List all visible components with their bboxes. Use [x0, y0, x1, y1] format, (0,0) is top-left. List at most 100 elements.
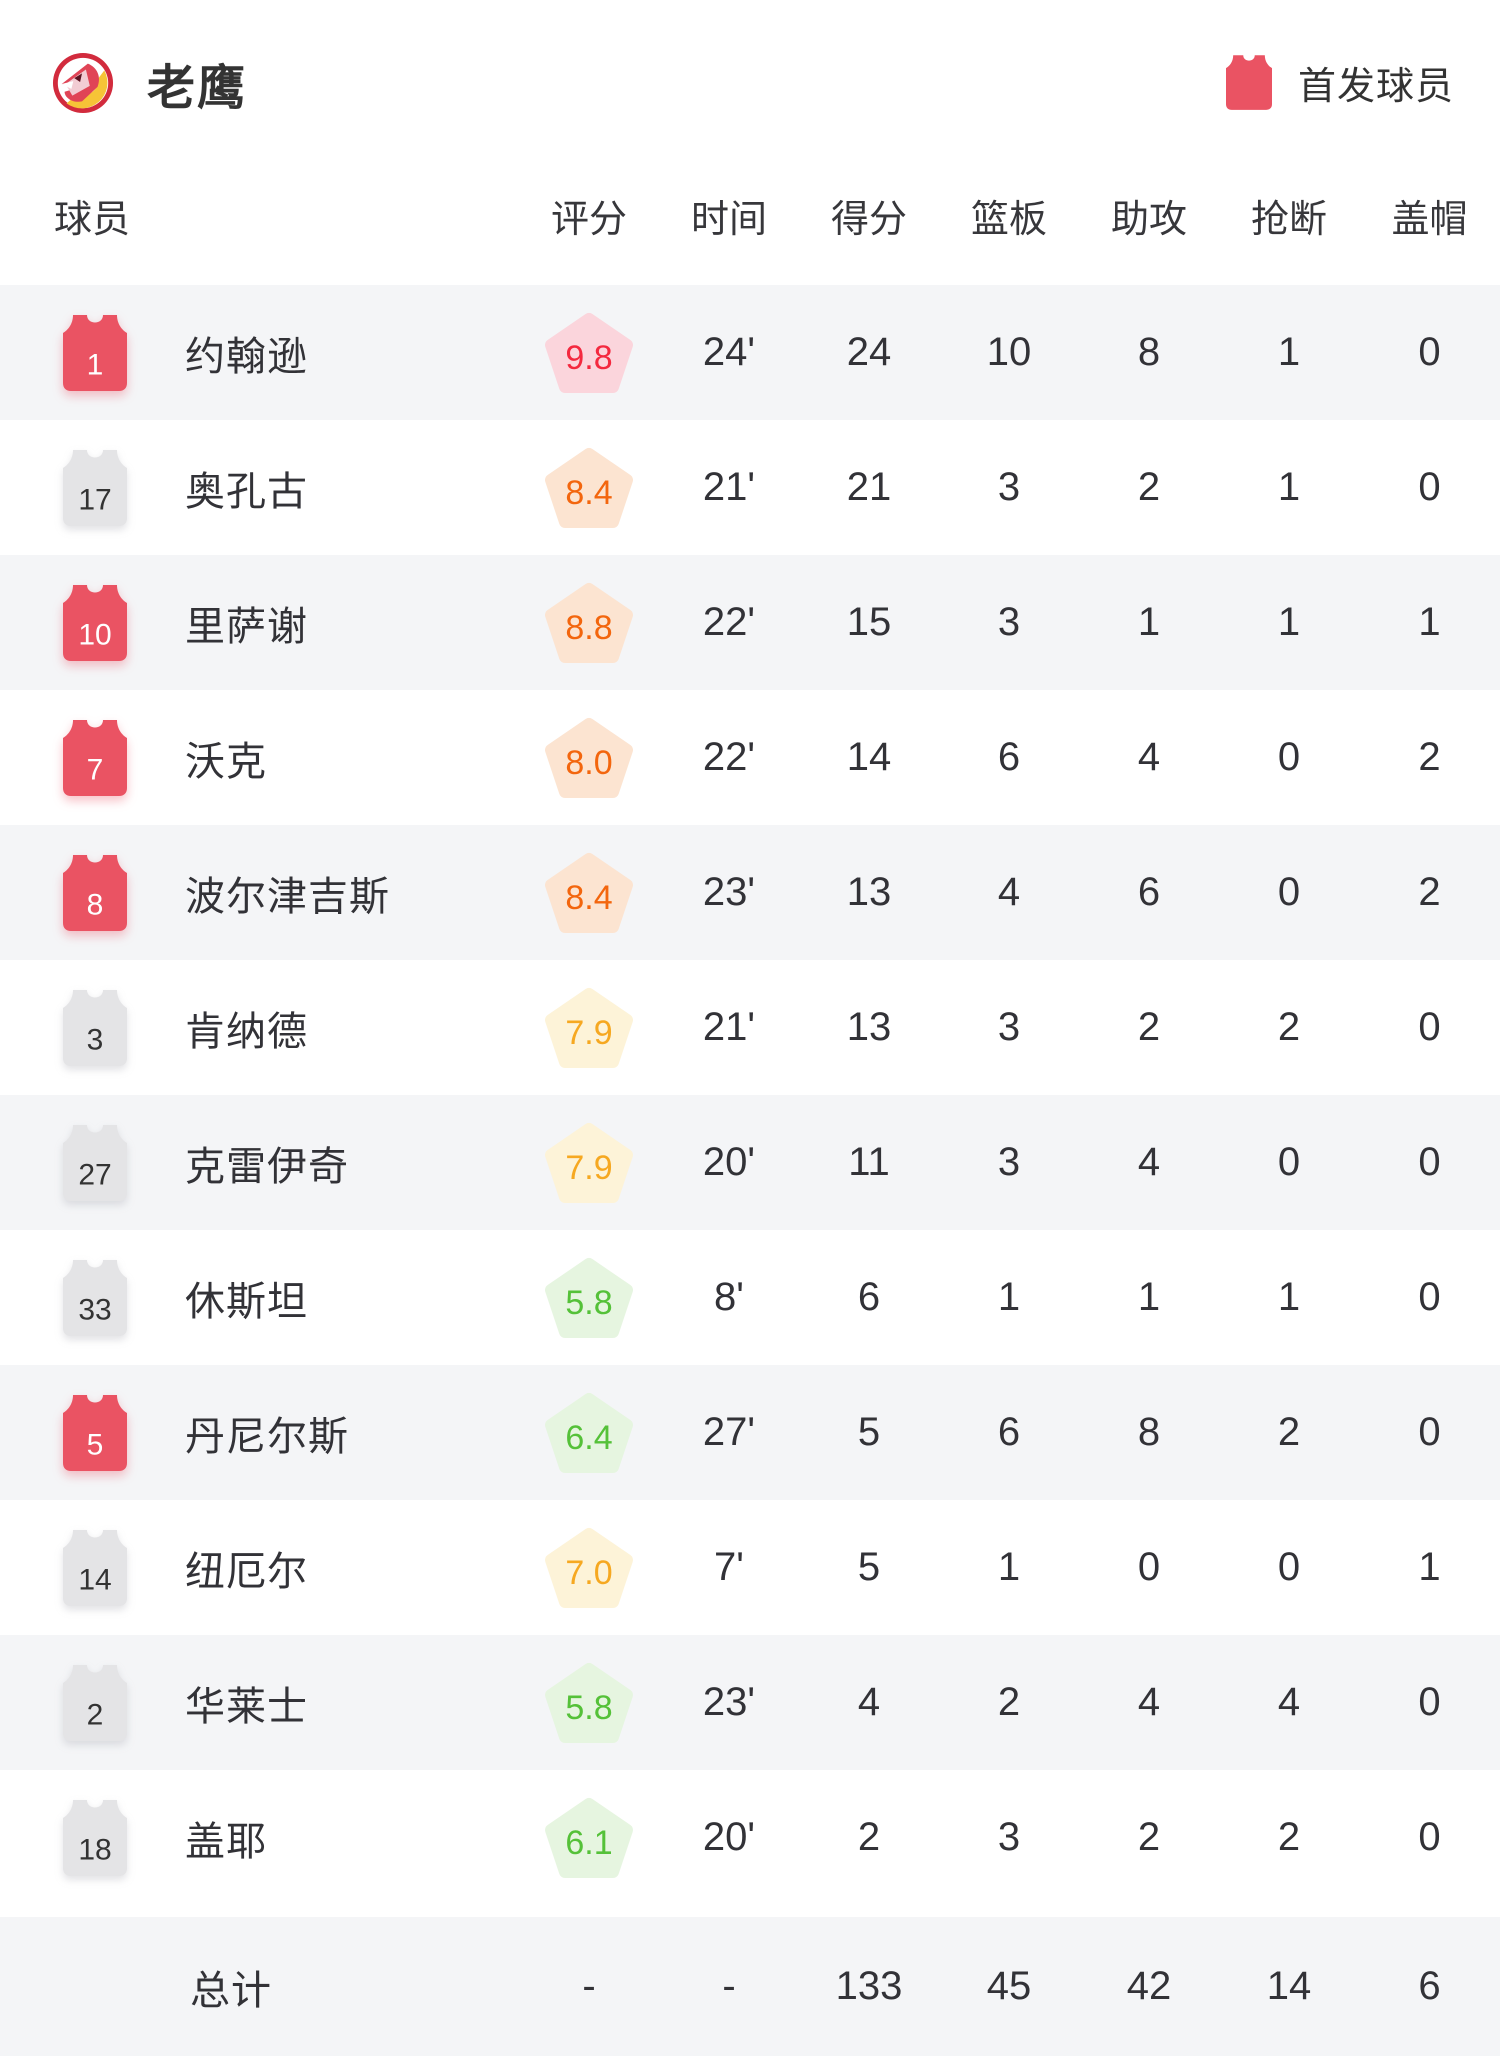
rating-value: 7.9: [565, 1014, 612, 1052]
stat-assists: 1: [1137, 1275, 1161, 1319]
total-assists: 42: [1126, 1964, 1172, 2008]
column-rebounds: 篮板: [970, 198, 1047, 241]
stat-assists: 0: [1137, 1545, 1161, 1589]
stat-steals: 1: [1277, 465, 1301, 509]
rating-value: 9.8: [565, 339, 612, 377]
rating-value: 6.4: [565, 1419, 612, 1457]
rating-value: 8.4: [565, 474, 612, 512]
stat-points: 11: [848, 1140, 890, 1184]
player-cell: 33 休斯坦: [0, 1259, 519, 1336]
stat-steals: 0: [1277, 735, 1301, 779]
rating-badge: 8.4: [545, 852, 633, 933]
stat-points: 15: [846, 600, 892, 644]
player-name: 克雷伊奇: [185, 1144, 349, 1189]
player-row[interactable]: 18 盖耶 6.1 20' 2 3 2 2 0: [0, 1770, 1500, 1905]
table-header-row: 球员 评分 时间 得分 篮板 助攻 抢断 盖帽: [0, 145, 1500, 285]
player-row[interactable]: 3 肯纳德 7.9 21' 13 3 2 2 0: [0, 960, 1500, 1095]
stat-blocks: 1: [1418, 1545, 1441, 1589]
stat-rebounds: 3: [997, 465, 1021, 509]
hawks-logo-icon: [52, 52, 114, 113]
rating-cell: 5.8: [519, 1661, 659, 1745]
stat-assists: 4: [1137, 735, 1161, 779]
jersey-icon: 1: [63, 314, 127, 391]
starter-jersey-icon: [1225, 55, 1272, 110]
stat-assists: 2: [1137, 465, 1161, 509]
stat-points: 13: [846, 1005, 892, 1049]
rating-value: 7.9: [565, 1149, 612, 1187]
player-row[interactable]: 17 奥孔古 8.4 21' 21 3 2 1 0: [0, 420, 1500, 555]
stat-blocks: 0: [1418, 465, 1441, 509]
stat-steals: 2: [1277, 1005, 1301, 1049]
rating-badge: 8.0: [545, 717, 633, 798]
stat-rebounds: 6: [997, 1410, 1021, 1454]
stat-rebounds: 3: [997, 600, 1021, 644]
player-row[interactable]: 27 克雷伊奇 7.9 20' 11 3 4 0 0: [0, 1095, 1500, 1230]
stat-time: 8': [714, 1275, 744, 1319]
stat-rebounds: 3: [997, 1815, 1021, 1859]
player-cell: 2 华莱士: [0, 1664, 519, 1741]
total-time: -: [722, 1964, 736, 2008]
stat-rebounds: 2: [997, 1680, 1021, 1724]
jersey-number: 1: [87, 348, 104, 381]
starter-legend: 首发球员: [1225, 55, 1454, 110]
column-steals: 抢断: [1250, 198, 1327, 241]
stat-steals: 1: [1277, 330, 1301, 374]
stat-rebounds: 3: [997, 1140, 1021, 1184]
player-name: 奥孔古: [185, 469, 308, 514]
player-name: 丹尼尔斯: [185, 1414, 349, 1459]
jersey-number: 33: [78, 1293, 111, 1326]
stat-time: 24': [702, 330, 756, 374]
player-row[interactable]: 8 波尔津吉斯 8.4 23' 13 4 6 0 2: [0, 825, 1500, 960]
stat-time: 23': [702, 1680, 756, 1724]
stat-assists: 4: [1137, 1140, 1161, 1184]
player-name: 华莱士: [185, 1684, 308, 1729]
player-cell: 3 肯纳德: [0, 989, 519, 1066]
jersey-number: 7: [87, 753, 104, 786]
stat-blocks: 0: [1418, 1140, 1441, 1184]
rating-badge: 9.8: [545, 312, 633, 393]
player-row[interactable]: 5 丹尼尔斯 6.4 27' 5 6 8 2 0: [0, 1365, 1500, 1500]
stat-blocks: 2: [1418, 870, 1441, 914]
total-rebounds: 45: [986, 1964, 1032, 2008]
stat-time: 23': [702, 870, 756, 914]
rating-value: 7.0: [565, 1554, 612, 1592]
jersey-number: 17: [78, 483, 111, 516]
player-cell: 7 沃克: [0, 719, 519, 796]
stat-rebounds: 6: [997, 735, 1021, 779]
jersey-number: 8: [87, 888, 104, 921]
stat-steals: 0: [1277, 1545, 1301, 1589]
player-table: 1 约翰逊 9.8 24' 24 10 8 1 0 17 奥孔古 8: [0, 285, 1500, 1905]
stat-steals: 4: [1277, 1680, 1301, 1724]
stat-assists: 6: [1137, 870, 1161, 914]
team-name: 老鹰: [147, 61, 248, 115]
stat-time: 22': [702, 600, 756, 644]
stat-points: 6: [857, 1275, 881, 1319]
player-row[interactable]: 33 休斯坦 5.8 8' 6 1 1 1 0: [0, 1230, 1500, 1365]
jersey-number: 5: [87, 1428, 104, 1461]
stat-points: 5: [857, 1545, 881, 1589]
stat-time: 7': [714, 1545, 744, 1589]
team-block: 老鹰: [52, 48, 247, 118]
stat-points: 4: [857, 1680, 881, 1724]
stat-points: 21: [846, 465, 892, 509]
jersey-icon: 2: [63, 1664, 127, 1741]
stat-assists: 8: [1137, 330, 1161, 374]
stat-rebounds: 10: [986, 330, 1032, 374]
player-row[interactable]: 14 纽厄尔 7.0 7' 5 1 0 0 1: [0, 1500, 1500, 1635]
stat-steals: 0: [1277, 1140, 1301, 1184]
jersey-icon: 7: [63, 719, 127, 796]
rating-value: 8.0: [565, 744, 612, 782]
team-header: 老鹰 首发球员: [0, 0, 1500, 145]
total-row: 总计 - - 133 45 42 14 6: [0, 1917, 1500, 2056]
stat-steals: 1: [1277, 600, 1301, 644]
player-cell: 18 盖耶: [0, 1799, 519, 1876]
player-name: 纽厄尔: [185, 1549, 308, 1594]
player-row[interactable]: 2 华莱士 5.8 23' 4 2 4 4 0: [0, 1635, 1500, 1770]
rating-value: 5.8: [565, 1284, 612, 1322]
player-row[interactable]: 10 里萨谢 8.8 22' 15 3 1 1 1: [0, 555, 1500, 690]
rating-badge: 5.8: [545, 1662, 633, 1743]
player-row[interactable]: 7 沃克 8.0 22' 14 6 4 0 2: [0, 690, 1500, 825]
player-row[interactable]: 1 约翰逊 9.8 24' 24 10 8 1 0: [0, 285, 1500, 420]
player-cell: 17 奥孔古: [0, 449, 519, 526]
total-points: 133: [835, 1964, 903, 2008]
